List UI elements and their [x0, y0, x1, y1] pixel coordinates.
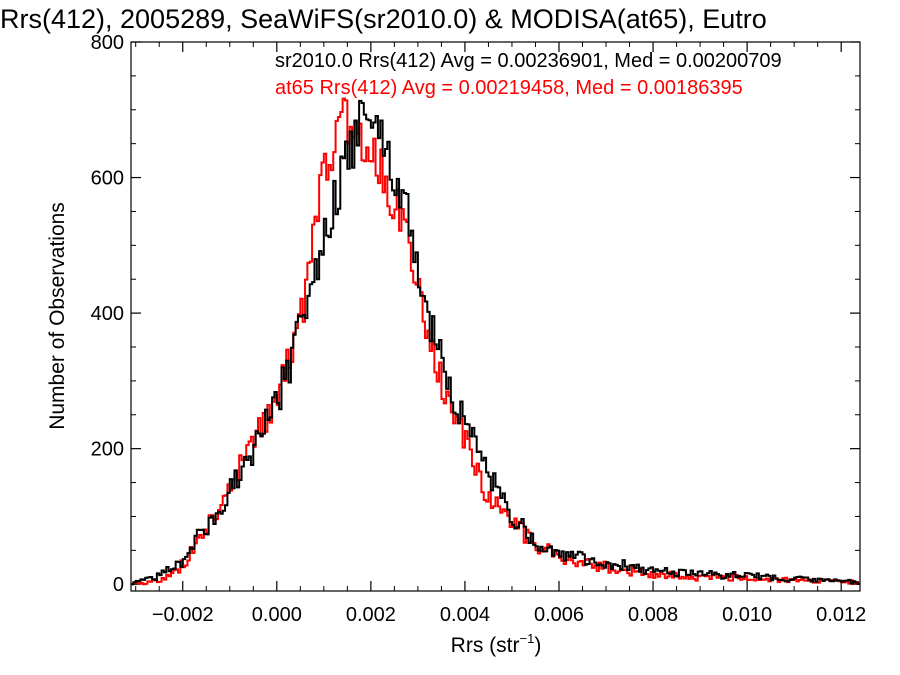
series-layer: [131, 97, 860, 586]
legend-entry-red: at65 Rrs(412) Avg = 0.00219458, Med = 0.…: [275, 77, 743, 99]
x-axis-label: Rrs (str−1): [451, 631, 542, 657]
y-tick-label: 400: [91, 303, 124, 325]
x-tick-label: 0.002: [346, 604, 396, 626]
x-tick-label: 0.008: [628, 604, 678, 626]
legend-entry-black: sr2010.0 Rrs(412) Avg = 0.00236901, Med …: [275, 50, 782, 72]
y-tick-label: 600: [91, 168, 124, 190]
x-tick-label: 0.000: [252, 604, 302, 626]
y-tick-label: 200: [91, 439, 124, 461]
x-axis: −0.002 0.000 0.002 0.004 0.006 0.008 0.010 0.01…: [135, 42, 866, 626]
plot-border: [130, 41, 861, 592]
y-axis: 0 200 400 600 800: [91, 32, 860, 596]
x-tick-label: −0.002: [152, 604, 214, 626]
y-axis-label: Number of Observations: [46, 202, 69, 430]
y-tick-label: 0: [113, 574, 124, 596]
series-at65-histogram: [131, 97, 860, 586]
chart-title: Rrs(412), 2005289, SeaWiFS(sr2010.0) & M…: [0, 4, 767, 34]
x-tick-label: 0.006: [534, 604, 584, 626]
x-axis-label-close: ): [534, 634, 541, 657]
series-sr2010-histogram: [131, 99, 860, 586]
x-tick-label: 0.010: [722, 604, 772, 626]
y-tick-label: 800: [91, 32, 124, 54]
plot-frame: [130, 41, 861, 592]
x-tick-label: 0.012: [816, 604, 866, 626]
x-axis-label-main: Rrs (str: [451, 634, 520, 657]
x-tick-label: 0.004: [440, 604, 490, 626]
x-axis-label-sup: −1: [520, 631, 535, 646]
